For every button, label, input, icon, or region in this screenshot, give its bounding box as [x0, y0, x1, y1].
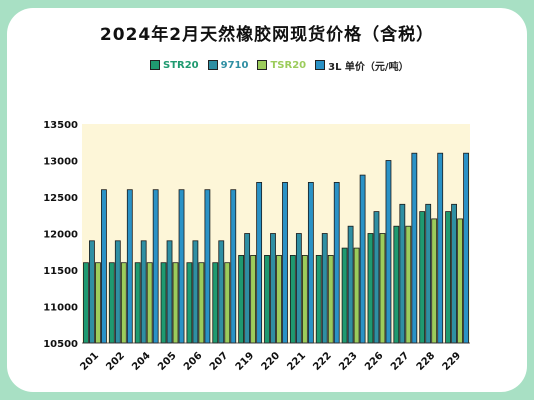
bar-2 [218, 240, 225, 344]
bar-4 [282, 181, 288, 344]
bar-2 [347, 225, 354, 344]
bar-3 [353, 247, 360, 344]
legend-item: TSR20 [257, 60, 306, 71]
x-tick-label: 202 [104, 350, 127, 373]
bar-1 [238, 254, 245, 344]
y-tick-label: 12500 [43, 193, 78, 204]
legend-label: TSR20 [270, 59, 307, 71]
bar-4 [152, 189, 159, 344]
legend-item: 9710 [207, 59, 249, 71]
bar-3 [276, 254, 282, 344]
legend-label: STR20 [163, 59, 199, 71]
legend-swatch [315, 60, 326, 70]
bar-1 [367, 233, 374, 344]
legend-label: 9710 [220, 59, 249, 71]
bar-4 [437, 152, 444, 344]
bar-1 [264, 254, 270, 344]
bar-2 [425, 203, 432, 344]
bar-4 [333, 181, 340, 344]
bar-2 [373, 211, 380, 344]
bar-4 [256, 181, 263, 344]
bar-2 [321, 233, 328, 344]
bar-4 [411, 152, 418, 344]
bar-1 [83, 262, 89, 344]
bar-3 [327, 254, 334, 344]
bar-4 [230, 189, 237, 344]
x-tick-label: 221 [285, 350, 308, 373]
bar-3 [146, 262, 153, 344]
bar-1 [134, 262, 141, 344]
bar-2 [192, 240, 199, 344]
bar-2 [295, 233, 302, 344]
bar-4 [385, 160, 392, 344]
chart-legend: STR20 9710 TSR20 3L 单价（元/吨） [150, 58, 418, 73]
bar-2 [399, 203, 406, 344]
bar-4 [307, 181, 314, 344]
bar-4 [204, 189, 211, 344]
bar-2 [140, 240, 147, 344]
bar-2 [270, 233, 276, 344]
bar-3 [431, 218, 438, 344]
x-tick-label: 206 [182, 350, 205, 373]
bar-1 [289, 254, 296, 344]
bar-4 [463, 152, 469, 344]
x-tick-label: 227 [389, 350, 412, 373]
bar-1 [108, 262, 115, 344]
bar-1 [186, 262, 193, 344]
bar-1 [393, 225, 400, 344]
bar-2 [244, 233, 251, 344]
x-tick-label: 220 [260, 350, 283, 373]
bar-3 [379, 233, 386, 344]
y-tick-label: 13000 [43, 157, 78, 168]
x-tick-label: 204 [130, 350, 153, 373]
bar-3 [95, 262, 101, 344]
bar-3 [250, 254, 257, 344]
bar-3 [172, 262, 179, 344]
x-tick-label: 223 [337, 350, 360, 373]
bar-1 [212, 262, 219, 344]
legend-label: 3L 单价（元/吨） [328, 61, 409, 73]
bar-3 [198, 262, 205, 344]
bar-3 [405, 225, 412, 344]
x-tick-label: 222 [311, 350, 334, 373]
x-tick-label: 228 [415, 350, 438, 373]
bar-1 [160, 262, 167, 344]
legend-swatch [257, 60, 268, 70]
x-tick-label: 229 [441, 350, 464, 373]
bar-3 [457, 218, 463, 344]
y-tick-label: 13500 [43, 120, 78, 131]
legend-item: 3L 单价（元/吨） [315, 58, 409, 73]
x-tick-label: 201 [79, 350, 102, 373]
y-tick-label: 11000 [43, 303, 78, 314]
bar-4 [359, 174, 366, 344]
x-tick-label: 207 [208, 350, 231, 373]
bar-1 [445, 211, 451, 344]
bar-2 [451, 203, 457, 344]
bar-2 [89, 240, 95, 344]
legend-swatch [207, 60, 218, 70]
plot-area [82, 124, 470, 343]
bar-4 [126, 189, 133, 344]
bar-2 [166, 240, 173, 344]
legend-item: STR20 [150, 60, 199, 71]
x-tick-label: 205 [156, 350, 179, 373]
bar-3 [120, 262, 127, 344]
bar-1 [341, 247, 348, 344]
bar-3 [224, 262, 231, 344]
bar-4 [178, 189, 185, 344]
y-tick-label: 10500 [43, 339, 78, 350]
x-tick-label: 226 [363, 350, 386, 373]
chart-title: 2024年2月天然橡胶网现货价格（含税） [99, 25, 435, 45]
x-tick-label: 219 [234, 350, 257, 373]
legend-swatch [150, 60, 160, 70]
bar-4 [101, 189, 107, 344]
bar-3 [301, 254, 308, 344]
bar-2 [114, 240, 121, 344]
bar-1 [315, 254, 322, 344]
y-tick-label: 12000 [43, 230, 78, 241]
bar-1 [419, 211, 426, 344]
y-tick-label: 11500 [43, 266, 78, 277]
